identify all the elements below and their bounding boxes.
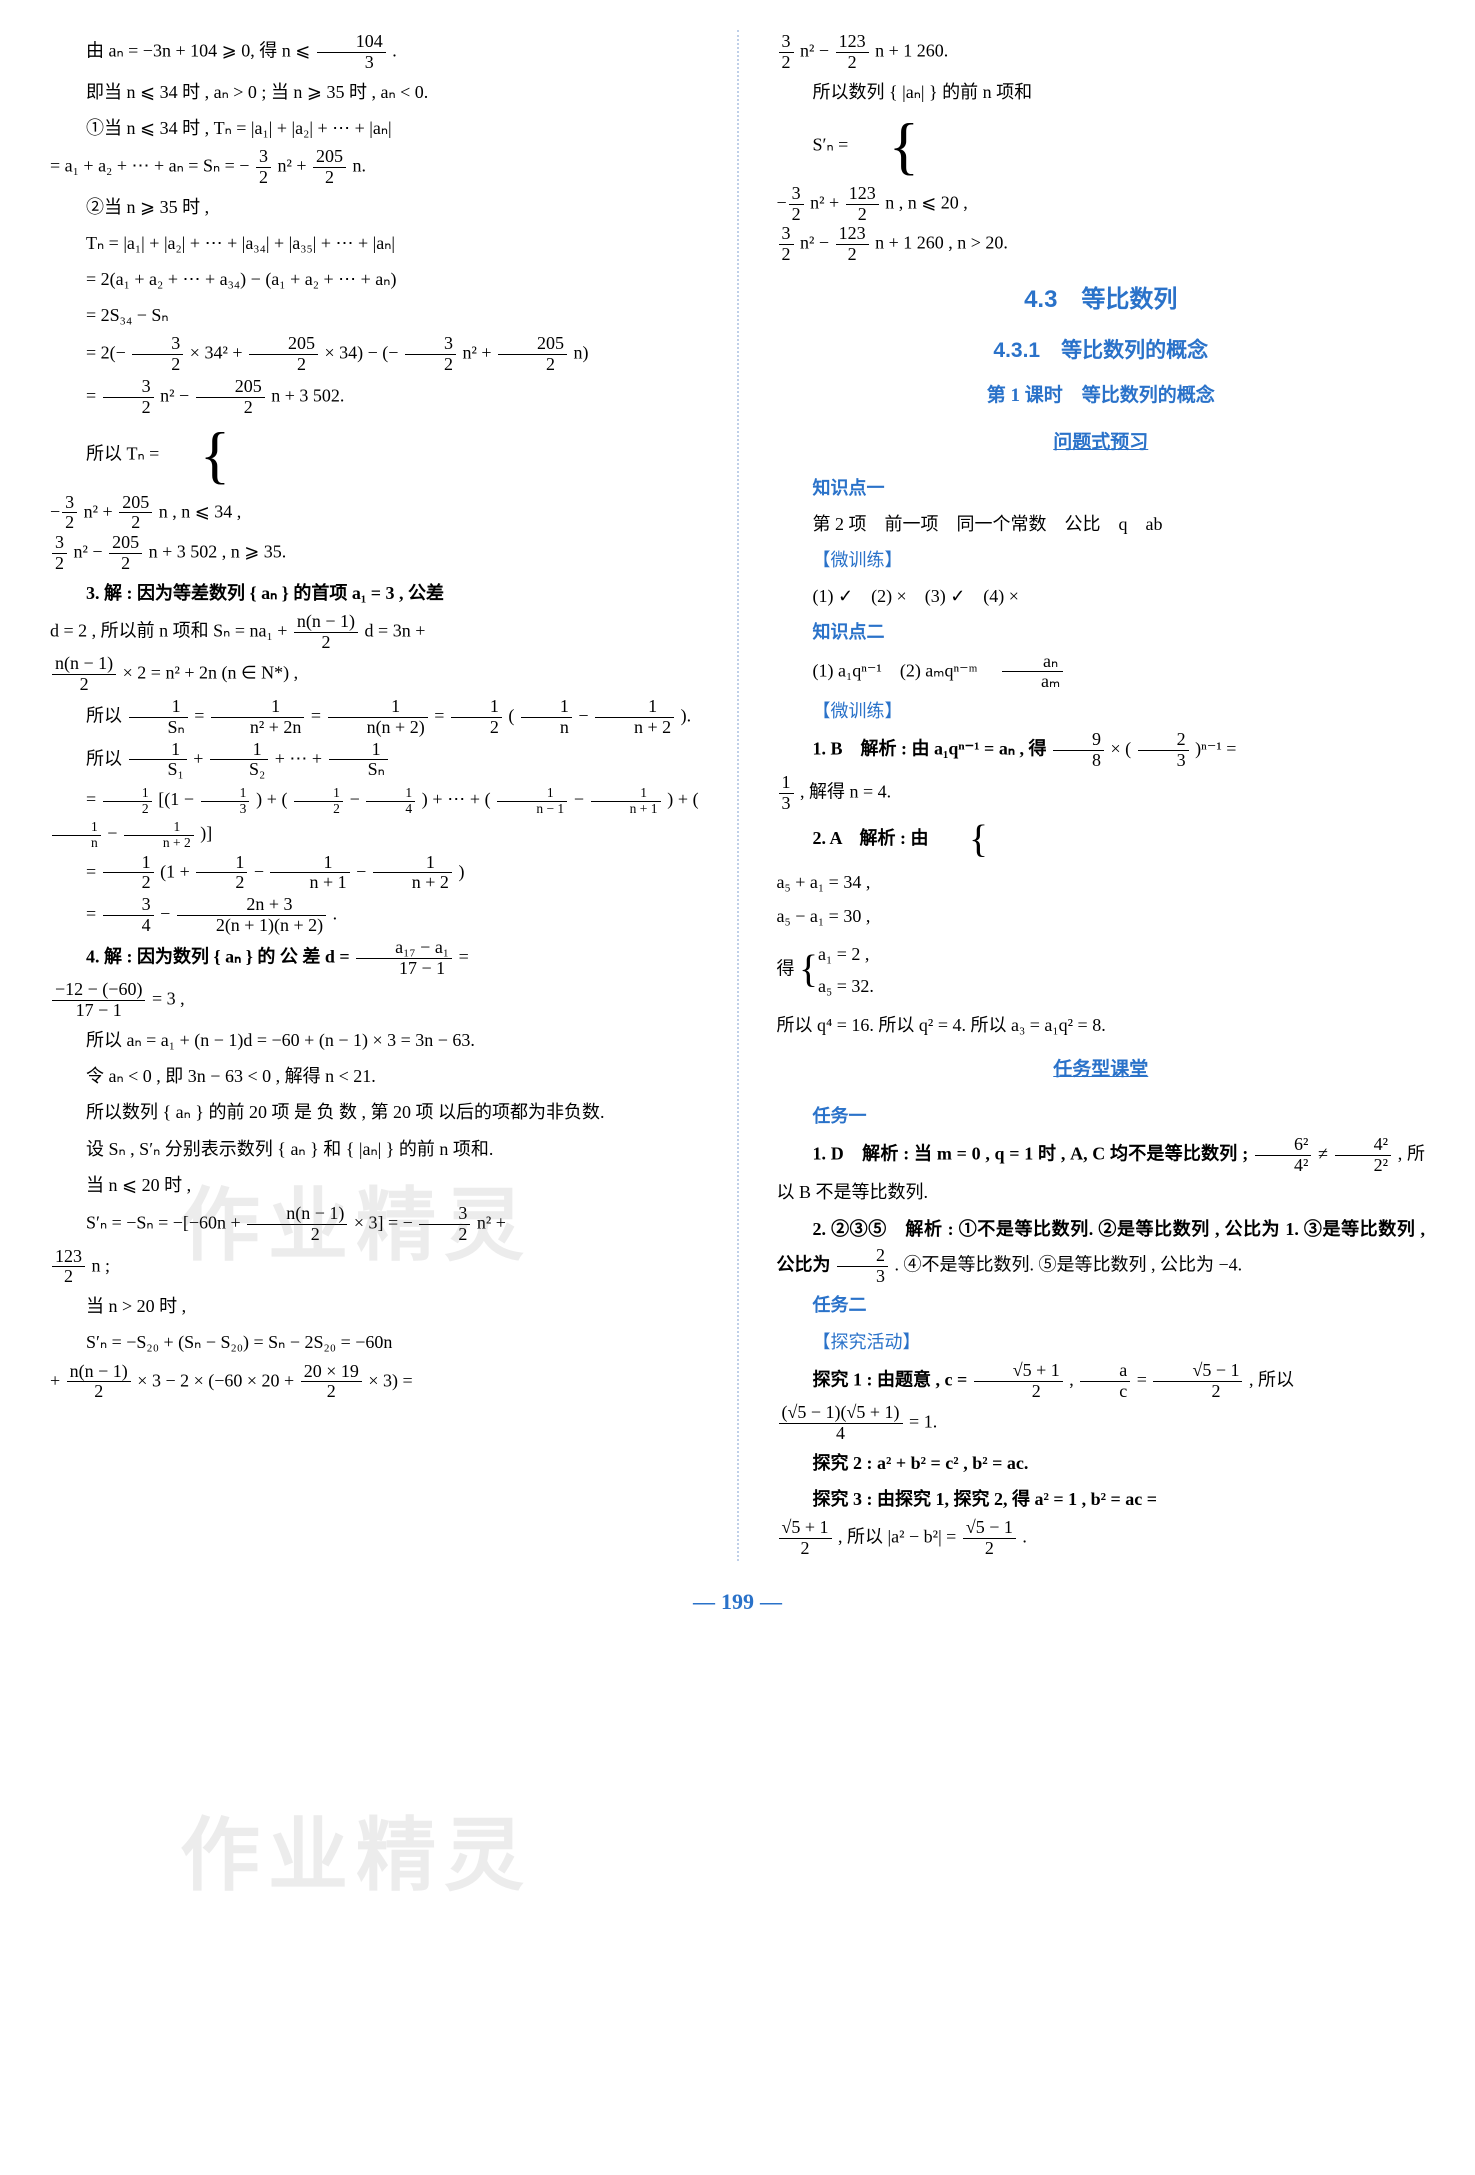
lesson-title: 第 1 课时 等比数列的概念 [777,378,1426,414]
explore-1: 探究 1 : 由题意 , c = √5 + 12 , ac = √5 − 12 … [777,1361,1426,1402]
math-cases: 所以 Tₙ = { [50,420,699,491]
math-line: 当 n ⩽ 20 时 , [50,1168,699,1202]
math-line: −12 − (−60)17 − 1 = 3 , [50,980,699,1021]
kp2-answer: (1) a₁qⁿ⁻¹ (2) aₘqⁿ⁻ᵐ aₙaₘ [777,652,1426,693]
math-line: 所以 aₙ = a₁ + (n − 1)d = −60 + (n − 1) × … [50,1023,699,1057]
question-2-cont: 所以 q⁴ = 16. 所以 q² = 4. 所以 a₃ = a₁q² = 8. [777,1008,1426,1042]
math-line: 令 aₙ < 0 , 即 3n − 63 < 0 , 解得 n < 21. [50,1059,699,1093]
math-line: = 32 n² − 2052 n + 3 502. [50,377,699,418]
math-cases: S′ₙ = { [777,111,1426,182]
pre-study-title: 问题式预习 [777,425,1426,461]
task-2-label: 任务二 [777,1288,1426,1322]
math-line: = a₁ + a₂ + ⋯ + aₙ = Sₙ = − 32 n² + 2052… [50,147,699,188]
kp1-answer: 第 2 项 前一项 同一个常数 公比 q ab [777,507,1426,541]
math-line: 所以数列 { aₙ } 的前 20 项 是 负 数 , 第 20 项 以后的项都… [50,1095,699,1129]
math-line: 32 n² − 1232 n + 1 260. [777,32,1426,73]
math-line: S′ₙ = −S₂₀ + (Sₙ − S₂₀) = Sₙ − 2S₂₀ = −6… [50,1325,699,1359]
knowledge-point-2: 知识点二 [777,615,1426,649]
math-line: 所以数列 { |aₙ| } 的前 n 项和 [777,75,1426,109]
task-classroom-title: 任务型课堂 [777,1052,1426,1088]
math-line: + n(n − 1)2 × 3 − 2 × (−60 × 20 + 20 × 1… [50,1362,699,1403]
task1-q1: 1. D 解析 : 当 m = 0 , q = 1 时 , A, C 均不是等比… [777,1135,1426,1210]
task1-q2: 2. ②③⑤ 解析 : ①不是等比数列. ②是等比数列 , 公比为 1. ③是等… [777,1212,1426,1287]
explore-3: 探究 3 : 由探究 1, 探究 2, 得 a² = 1 , b² = ac = [777,1482,1426,1516]
explore-3-cont: √5 + 12 , 所以 |a² − b²| = √5 − 12 . [777,1518,1426,1559]
math-line: d = 2 , 所以前 n 项和 Sₙ = na₁ + n(n − 1)2 d … [50,612,699,653]
math-line: = 12 (1 + 12 − 1n + 1 − 1n + 2 ) [50,853,699,894]
explore-1-cont: (√5 − 1)(√5 + 1)4 = 1. [777,1403,1426,1444]
math-line: = 34 − 2n + 32(n + 1)(n + 2) . [50,895,699,936]
left-column: 由 aₙ = −3n + 104 ⩾ 0, 得 n ⩽ 1043 . 即当 n … [50,30,717,1561]
micro-training-label: 【微训练】 [777,694,1426,728]
section-title: 4.3 等比数列 [777,277,1426,323]
math-line: 当 n > 20 时 , [50,1289,699,1323]
math-line: 即当 n ⩽ 34 时 , aₙ > 0 ; 当 n ⩾ 35 时 , aₙ <… [50,75,699,109]
solution-3: 3. 解 : 因为等差数列 { aₙ } 的首项 a₁ = 3 , 公差 [50,576,699,610]
math-line: = 12 [(1 − 13 ) + ( 12 − 14 ) + ⋯ + ( 1n… [50,782,699,850]
math-line: S′ₙ = −Sₙ = −[−60n + n(n − 1)2 × 3] = − … [50,1204,699,1245]
math-line: 所以 1S₁ + 1S₂ + ⋯ + 1Sₙ [50,740,699,781]
question-1: 1. B 解析 : 由 a₁qⁿ⁻¹ = aₙ , 得 98 × ( 23 )ⁿ… [777,730,1426,771]
subsection-title: 4.3.1 等比数列的概念 [777,331,1426,371]
question-2: 2. A 解析 : 由 { [777,816,1426,864]
watermark: 作业精灵 [180,1780,532,1932]
math-line: ①当 n ⩽ 34 时 , Tₙ = |a₁| + |a₂| + ⋯ + |aₙ… [50,111,699,145]
math-line: ②当 n ⩾ 35 时 , [50,190,699,224]
right-column: 32 n² − 1232 n + 1 260. 所以数列 { |aₙ| } 的前… [759,30,1426,1561]
math-line: n(n − 1)2 × 2 = n² + 2n (n ∈ N*) , [50,654,699,695]
math-line: 设 Sₙ , S′ₙ 分别表示数列 { aₙ } 和 { |aₙ| } 的前 n… [50,1132,699,1166]
explore-2: 探究 2 : a² + b² = c² , b² = ac. [777,1446,1426,1480]
task-1-label: 任务一 [777,1099,1426,1133]
page-number: 199 [50,1581,1425,1623]
knowledge-point-1: 知识点一 [777,471,1426,505]
math-line: = 2(a₁ + a₂ + ⋯ + a₃₄) − (a₁ + a₂ + ⋯ + … [50,262,699,296]
math-line: Tₙ = |a₁| + |a₂| + ⋯ + |a₃₄| + |a₃₅| + ⋯… [50,226,699,260]
math-line: = 2(− 32 × 34² + 2052 × 34) − (− 32 n² +… [50,334,699,375]
math-line: = 2S₃₄ − Sₙ [50,298,699,332]
question-1-cont: 13 , 解得 n = 4. [777,773,1426,814]
math-line: 由 aₙ = −3n + 104 ⩾ 0, 得 n ⩽ 1043 . [50,32,699,73]
math-line: 所以 1Sₙ = 1n² + 2n = 1n(n + 2) = 12 ( 1n … [50,697,699,738]
explore-label: 【探究活动】 [777,1325,1426,1359]
column-divider [737,30,739,1561]
math-line: 1232 n ; [50,1247,699,1288]
two-column-layout: 由 aₙ = −3n + 104 ⩾ 0, 得 n ⩽ 1043 . 即当 n … [50,30,1425,1561]
micro-training-label: 【微训练】 [777,543,1426,577]
kp1-micro-answer: (1) ✓ (2) × (3) ✓ (4) × [777,579,1426,613]
solution-4: 4. 解 : 因为数列 { aₙ } 的 公 差 d = a₁₇ − a₁17 … [50,938,699,979]
